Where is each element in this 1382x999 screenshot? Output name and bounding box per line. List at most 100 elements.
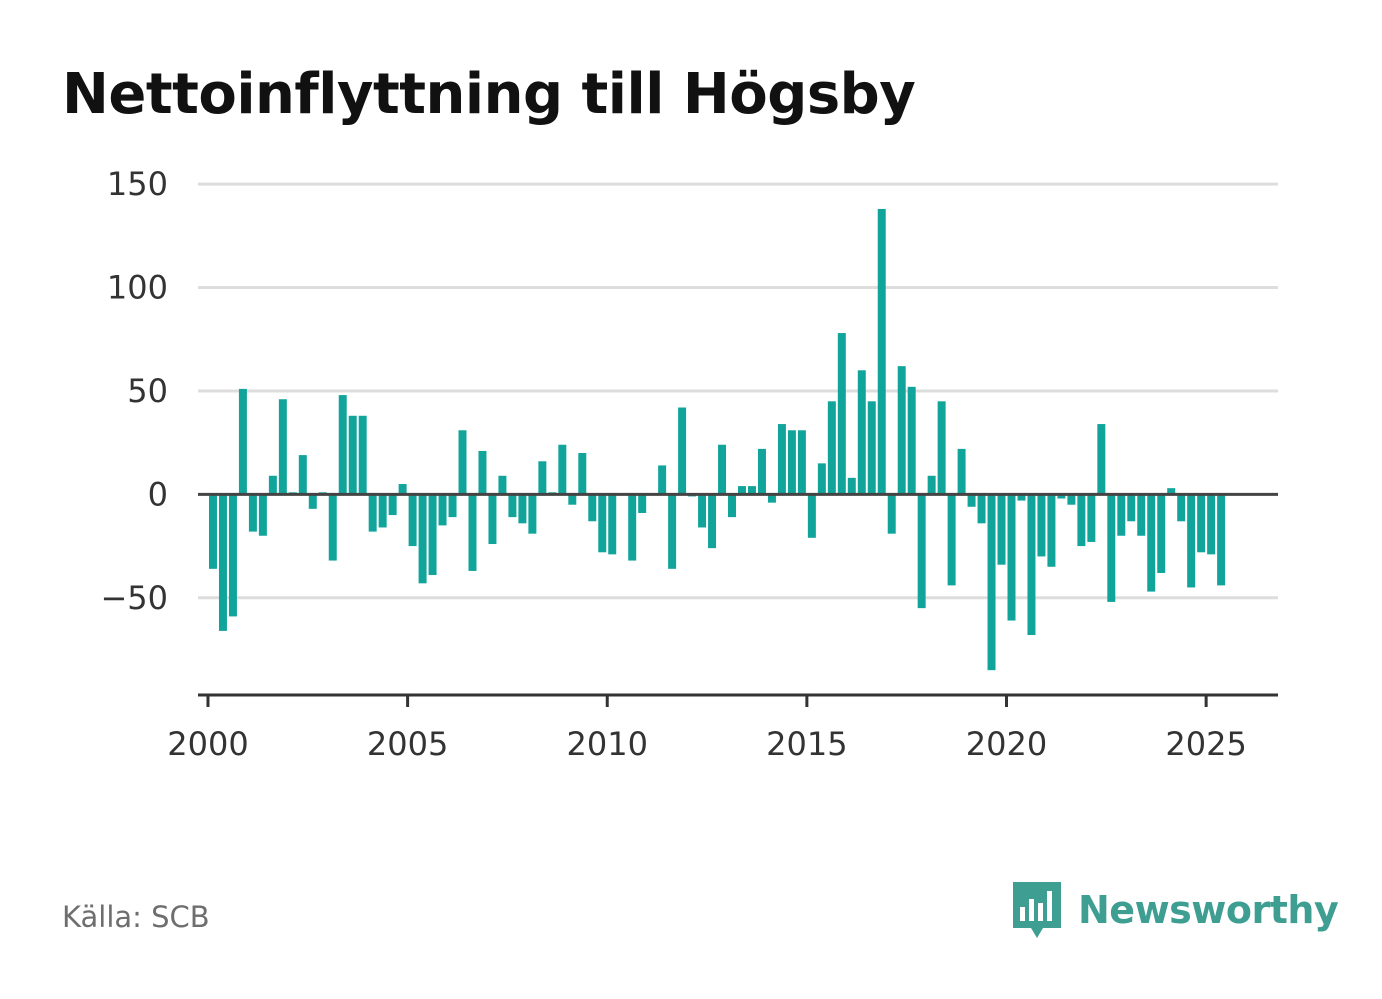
bar	[997, 494, 1006, 565]
bar	[787, 430, 796, 495]
y-tick-label: 100	[107, 269, 168, 307]
bar	[977, 494, 986, 524]
bar	[1187, 494, 1196, 588]
bar	[218, 494, 227, 631]
bar	[668, 494, 677, 569]
bar	[708, 494, 717, 549]
bar	[847, 477, 856, 495]
bar	[248, 494, 257, 532]
bar	[1087, 494, 1096, 542]
bar	[538, 461, 547, 495]
bar	[1197, 494, 1206, 553]
bar	[308, 494, 317, 509]
bar	[1047, 494, 1056, 567]
bar	[747, 486, 756, 495]
bar	[298, 455, 307, 495]
bar	[458, 430, 467, 495]
bar	[937, 401, 946, 495]
bar	[957, 448, 966, 495]
bar	[867, 401, 876, 495]
bar	[558, 444, 567, 495]
bar	[258, 494, 267, 536]
bar	[1127, 494, 1136, 522]
bar	[1107, 494, 1116, 602]
x-tick-label: 2005	[367, 725, 448, 763]
bar	[728, 494, 737, 518]
bar	[887, 494, 896, 534]
bar	[638, 494, 647, 513]
bar	[1177, 494, 1186, 522]
bar	[528, 494, 537, 534]
bar	[1067, 494, 1076, 505]
bar	[1097, 424, 1106, 495]
bar	[907, 386, 916, 495]
bar	[1147, 494, 1156, 592]
bar	[947, 494, 956, 586]
brand-logo: Newsworthy	[1010, 878, 1339, 942]
bar	[1157, 494, 1166, 573]
bar	[508, 494, 517, 518]
bar	[1077, 494, 1086, 547]
bar	[1117, 494, 1126, 536]
bar	[1037, 494, 1046, 557]
bar	[857, 370, 866, 495]
bar	[827, 401, 836, 495]
bar	[897, 366, 906, 495]
bar	[408, 494, 417, 547]
bar	[348, 415, 357, 495]
y-tick-label: 0	[148, 475, 168, 513]
bar	[478, 450, 487, 495]
bar	[518, 494, 527, 524]
x-tick-label: 2020	[966, 725, 1047, 763]
bar	[1057, 494, 1066, 499]
bar	[757, 448, 766, 495]
bar	[468, 494, 477, 571]
bar	[428, 494, 437, 576]
bar	[378, 494, 387, 528]
bar	[338, 395, 347, 495]
bars	[208, 208, 1226, 671]
bar	[588, 494, 597, 522]
bar	[678, 407, 687, 495]
bar	[1017, 494, 1026, 501]
x-tick-label: 2015	[766, 725, 847, 763]
y-axis-tick-labels: 150 100 50 0 −50	[100, 165, 168, 617]
source-note: Källa: SCB	[62, 900, 210, 934]
bar	[877, 208, 886, 495]
bar	[628, 494, 637, 561]
bar	[967, 494, 976, 507]
bar	[1167, 488, 1176, 495]
bar	[767, 494, 776, 503]
bar-chart-speech-bubble-icon	[1013, 882, 1061, 938]
bar	[1027, 494, 1036, 636]
gridlines	[198, 182, 1278, 600]
bar	[438, 494, 447, 526]
y-tick-label: 150	[107, 165, 168, 203]
bar	[698, 494, 707, 528]
bar	[738, 486, 746, 495]
bar	[578, 453, 587, 495]
bar	[807, 494, 816, 538]
bar	[448, 494, 457, 518]
x-axis-ticks: 2000 2005 2010 2015 2020 2025	[167, 695, 1247, 763]
bar	[917, 494, 926, 609]
bar	[228, 494, 237, 617]
bar	[328, 494, 337, 561]
bar	[1007, 494, 1016, 621]
bar	[718, 444, 727, 495]
bar	[598, 494, 607, 553]
bar	[278, 399, 287, 495]
bar	[797, 430, 806, 495]
bar	[987, 494, 996, 671]
y-tick-label: 50	[127, 372, 168, 410]
bar	[498, 475, 507, 495]
bar	[358, 415, 367, 495]
bar	[268, 475, 277, 495]
bar	[837, 333, 846, 495]
bar	[1137, 494, 1146, 536]
x-tick-label: 2000	[167, 725, 248, 763]
bar	[388, 494, 397, 516]
bar	[488, 494, 497, 545]
page-title: Nettoinflyttning till Högsby	[62, 62, 916, 127]
